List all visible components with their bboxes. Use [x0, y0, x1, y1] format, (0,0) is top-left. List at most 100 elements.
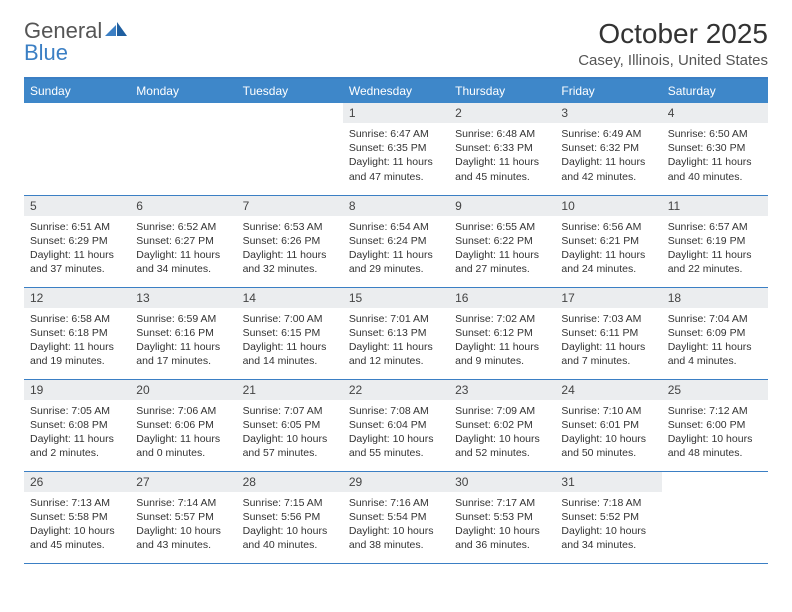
day-content: Sunrise: 6:52 AMSunset: 6:27 PMDaylight:… — [130, 216, 236, 281]
day-content: Sunrise: 7:04 AMSunset: 6:09 PMDaylight:… — [662, 308, 768, 373]
calendar-cell: 22Sunrise: 7:08 AMSunset: 6:04 PMDayligh… — [343, 379, 449, 471]
day-content: Sunrise: 7:00 AMSunset: 6:15 PMDaylight:… — [237, 308, 343, 373]
calendar-cell: 30Sunrise: 7:17 AMSunset: 5:53 PMDayligh… — [449, 471, 555, 563]
day-content: Sunrise: 6:50 AMSunset: 6:30 PMDaylight:… — [662, 123, 768, 188]
day-number: 28 — [237, 472, 343, 492]
day-number: 23 — [449, 380, 555, 400]
calendar-cell: 10Sunrise: 6:56 AMSunset: 6:21 PMDayligh… — [555, 195, 661, 287]
day-content: Sunrise: 7:07 AMSunset: 6:05 PMDaylight:… — [237, 400, 343, 465]
calendar-cell: 20Sunrise: 7:06 AMSunset: 6:06 PMDayligh… — [130, 379, 236, 471]
day-number: 5 — [24, 196, 130, 216]
calendar-cell: 6Sunrise: 6:52 AMSunset: 6:27 PMDaylight… — [130, 195, 236, 287]
weekday-header: Wednesday — [343, 78, 449, 103]
calendar-week-row: 26Sunrise: 7:13 AMSunset: 5:58 PMDayligh… — [24, 471, 768, 563]
day-content: Sunrise: 6:57 AMSunset: 6:19 PMDaylight:… — [662, 216, 768, 281]
day-number: 1 — [343, 103, 449, 123]
weekday-header-row: SundayMondayTuesdayWednesdayThursdayFrid… — [24, 78, 768, 103]
day-number: 27 — [130, 472, 236, 492]
calendar-cell: 24Sunrise: 7:10 AMSunset: 6:01 PMDayligh… — [555, 379, 661, 471]
location: Casey, Illinois, United States — [578, 52, 768, 69]
day-content: Sunrise: 6:54 AMSunset: 6:24 PMDaylight:… — [343, 216, 449, 281]
calendar-cell: 27Sunrise: 7:14 AMSunset: 5:57 PMDayligh… — [130, 471, 236, 563]
calendar-week-row: 5Sunrise: 6:51 AMSunset: 6:29 PMDaylight… — [24, 195, 768, 287]
calendar-cell: 25Sunrise: 7:12 AMSunset: 6:00 PMDayligh… — [662, 379, 768, 471]
day-content: Sunrise: 6:51 AMSunset: 6:29 PMDaylight:… — [24, 216, 130, 281]
day-content: Sunrise: 7:03 AMSunset: 6:11 PMDaylight:… — [555, 308, 661, 373]
calendar-cell: 14Sunrise: 7:00 AMSunset: 6:15 PMDayligh… — [237, 287, 343, 379]
day-number: 26 — [24, 472, 130, 492]
calendar-week-row: 1Sunrise: 6:47 AMSunset: 6:35 PMDaylight… — [24, 103, 768, 195]
weekday-header: Monday — [130, 78, 236, 103]
day-content: Sunrise: 6:59 AMSunset: 6:16 PMDaylight:… — [130, 308, 236, 373]
calendar-cell: 26Sunrise: 7:13 AMSunset: 5:58 PMDayligh… — [24, 471, 130, 563]
day-number: 21 — [237, 380, 343, 400]
weekday-header: Tuesday — [237, 78, 343, 103]
day-number: 8 — [343, 196, 449, 216]
day-number: 25 — [662, 380, 768, 400]
weekday-header: Thursday — [449, 78, 555, 103]
calendar-cell: 21Sunrise: 7:07 AMSunset: 6:05 PMDayligh… — [237, 379, 343, 471]
calendar-cell: 4Sunrise: 6:50 AMSunset: 6:30 PMDaylight… — [662, 103, 768, 195]
day-number: 30 — [449, 472, 555, 492]
calendar-cell: 18Sunrise: 7:04 AMSunset: 6:09 PMDayligh… — [662, 287, 768, 379]
day-number: 2 — [449, 103, 555, 123]
calendar-cell: 23Sunrise: 7:09 AMSunset: 6:02 PMDayligh… — [449, 379, 555, 471]
calendar-cell — [662, 471, 768, 563]
weekday-header: Saturday — [662, 78, 768, 103]
day-number: 7 — [237, 196, 343, 216]
calendar-week-row: 19Sunrise: 7:05 AMSunset: 6:08 PMDayligh… — [24, 379, 768, 471]
day-content: Sunrise: 7:12 AMSunset: 6:00 PMDaylight:… — [662, 400, 768, 465]
day-number: 17 — [555, 288, 661, 308]
calendar-cell: 1Sunrise: 6:47 AMSunset: 6:35 PMDaylight… — [343, 103, 449, 195]
day-content: Sunrise: 7:15 AMSunset: 5:56 PMDaylight:… — [237, 492, 343, 557]
day-content: Sunrise: 7:18 AMSunset: 5:52 PMDaylight:… — [555, 492, 661, 557]
day-number: 3 — [555, 103, 661, 123]
day-content: Sunrise: 6:47 AMSunset: 6:35 PMDaylight:… — [343, 123, 449, 188]
day-content: Sunrise: 6:55 AMSunset: 6:22 PMDaylight:… — [449, 216, 555, 281]
calendar-cell: 7Sunrise: 6:53 AMSunset: 6:26 PMDaylight… — [237, 195, 343, 287]
day-number: 16 — [449, 288, 555, 308]
day-content: Sunrise: 6:48 AMSunset: 6:33 PMDaylight:… — [449, 123, 555, 188]
day-number: 31 — [555, 472, 661, 492]
calendar-cell: 19Sunrise: 7:05 AMSunset: 6:08 PMDayligh… — [24, 379, 130, 471]
day-content: Sunrise: 7:01 AMSunset: 6:13 PMDaylight:… — [343, 308, 449, 373]
day-content: Sunrise: 7:09 AMSunset: 6:02 PMDaylight:… — [449, 400, 555, 465]
calendar-cell: 17Sunrise: 7:03 AMSunset: 6:11 PMDayligh… — [555, 287, 661, 379]
day-number: 24 — [555, 380, 661, 400]
day-number: 15 — [343, 288, 449, 308]
calendar-table: SundayMondayTuesdayWednesdayThursdayFrid… — [24, 77, 768, 564]
calendar-cell: 11Sunrise: 6:57 AMSunset: 6:19 PMDayligh… — [662, 195, 768, 287]
calendar-cell: 31Sunrise: 7:18 AMSunset: 5:52 PMDayligh… — [555, 471, 661, 563]
month-title: October 2025 — [578, 18, 768, 50]
day-number: 20 — [130, 380, 236, 400]
day-content: Sunrise: 7:02 AMSunset: 6:12 PMDaylight:… — [449, 308, 555, 373]
calendar-week-row: 12Sunrise: 6:58 AMSunset: 6:18 PMDayligh… — [24, 287, 768, 379]
day-content: Sunrise: 6:56 AMSunset: 6:21 PMDaylight:… — [555, 216, 661, 281]
day-number: 11 — [662, 196, 768, 216]
day-content: Sunrise: 7:13 AMSunset: 5:58 PMDaylight:… — [24, 492, 130, 557]
calendar-cell: 12Sunrise: 6:58 AMSunset: 6:18 PMDayligh… — [24, 287, 130, 379]
day-content: Sunrise: 7:06 AMSunset: 6:06 PMDaylight:… — [130, 400, 236, 465]
calendar-cell: 29Sunrise: 7:16 AMSunset: 5:54 PMDayligh… — [343, 471, 449, 563]
weekday-header: Sunday — [24, 78, 130, 103]
day-number: 18 — [662, 288, 768, 308]
calendar-cell — [237, 103, 343, 195]
day-content: Sunrise: 6:49 AMSunset: 6:32 PMDaylight:… — [555, 123, 661, 188]
calendar-cell: 15Sunrise: 7:01 AMSunset: 6:13 PMDayligh… — [343, 287, 449, 379]
calendar-cell: 28Sunrise: 7:15 AMSunset: 5:56 PMDayligh… — [237, 471, 343, 563]
logo-sail-icon — [105, 20, 127, 36]
calendar-cell: 9Sunrise: 6:55 AMSunset: 6:22 PMDaylight… — [449, 195, 555, 287]
day-number: 12 — [24, 288, 130, 308]
calendar-cell — [24, 103, 130, 195]
calendar-cell: 2Sunrise: 6:48 AMSunset: 6:33 PMDaylight… — [449, 103, 555, 195]
calendar-cell: 13Sunrise: 6:59 AMSunset: 6:16 PMDayligh… — [130, 287, 236, 379]
weekday-header: Friday — [555, 78, 661, 103]
header: General October 2025 Casey, Illinois, Un… — [24, 18, 768, 69]
day-content: Sunrise: 7:14 AMSunset: 5:57 PMDaylight:… — [130, 492, 236, 557]
day-content: Sunrise: 7:17 AMSunset: 5:53 PMDaylight:… — [449, 492, 555, 557]
day-number: 19 — [24, 380, 130, 400]
day-number: 6 — [130, 196, 236, 216]
day-content: Sunrise: 7:16 AMSunset: 5:54 PMDaylight:… — [343, 492, 449, 557]
calendar-cell: 5Sunrise: 6:51 AMSunset: 6:29 PMDaylight… — [24, 195, 130, 287]
calendar-cell: 16Sunrise: 7:02 AMSunset: 6:12 PMDayligh… — [449, 287, 555, 379]
